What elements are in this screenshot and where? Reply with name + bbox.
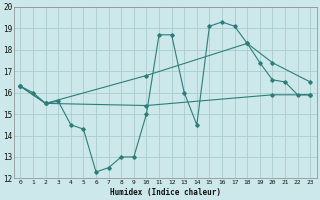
X-axis label: Humidex (Indice chaleur): Humidex (Indice chaleur) xyxy=(110,188,221,197)
